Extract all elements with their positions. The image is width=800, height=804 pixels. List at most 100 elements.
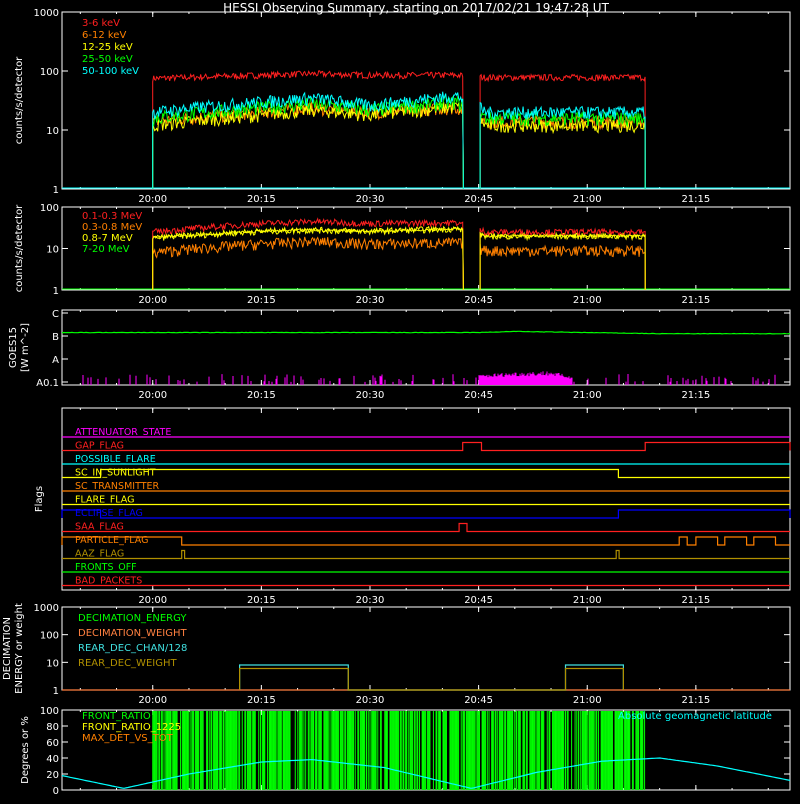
y-tick-label: 100 [40,631,59,642]
x-tick-label: 20:30 [356,194,385,205]
legend-entry: DECIMATION_WEIGHT [78,628,187,639]
flag-label: POSSIBLE_FLARE [75,454,156,465]
x-tick-label: 20:45 [464,695,493,706]
y-axis-unit-label: ENERGY or weight [14,603,25,694]
panel-frame [61,309,791,386]
panel-ratios: 0 20 40 60 80 100 Degrees or % FRONT_RATIOFRONT… [20,706,791,797]
flag-trace-particle-flag [61,536,790,546]
y-axis-label: counts/s/detector [14,204,25,292]
legend-entry: FRONT_RATIO [82,711,151,722]
y-tick-label: 10 [46,658,59,669]
x-tick-label: 20:15 [247,295,276,306]
flag-label: BAD_PACKETS [75,576,142,587]
x-tick-label: 20:30 [356,390,385,401]
y-axis-label: GOES15 [8,327,19,368]
legend-entry: Absolute geomagnetic latitude [618,711,772,722]
rate-trace-0 [152,217,646,291]
decimation-trace-3 [239,667,624,691]
x-tick-label: 21:00 [573,295,602,306]
legend-entry: 25-50 keV [82,54,133,65]
flag-trace-saa-flag [62,522,790,533]
legend-entry: DECIMATION_ENERGY [78,613,187,624]
x-tick-label: 20:45 [464,595,493,606]
x-tick-label: 21:15 [681,194,710,205]
x-tick-label: 20:45 [464,390,493,401]
legend-entry: REAR_DEC_WEIGHT [78,658,177,669]
legend-entry: 6-12 keV [82,30,126,41]
x-tick-label: 20:30 [356,295,385,306]
x-tick-label: 20:30 [356,595,385,606]
legend-entry: 50-100 keV [82,66,139,77]
flag-label: PARTICLE_FLAG [75,535,148,546]
y-tick-label: 1 [53,185,59,196]
legend-entry: MAX_DET_VS_TOT [82,733,174,744]
flag-label: SAA_FLAG [75,522,124,533]
x-tick-label: 21:00 [573,390,602,401]
legend-entry: 0.1-0.3 MeV [82,211,142,222]
y-tick-label: 1000 [34,8,59,19]
x-tick-label: 20:00 [138,695,167,706]
y-tick-label: 40 [46,754,59,765]
flag-trace-gap-flag [62,441,791,452]
x-tick-label: 21:00 [573,595,602,606]
panel-frame [61,407,791,591]
legend-entry: 12-25 keV [82,42,133,53]
flag-label: AAZ_FLAG [75,549,124,560]
panel-flags: 20:00 20:15 20:30 20:45 21:00 21:15 ATTENUATOR… [34,407,791,606]
y-tick-label: A0.1 [36,378,59,389]
y-tick-label: 1 [53,686,59,697]
panel-decimation: 20:00 20:15 20:30 20:45 21:00 21:15 1 10 100 1000… [2,603,791,706]
y-tick-label: B [52,332,59,343]
y-tick-label: 100 [40,203,59,214]
x-tick-label: 21:15 [681,295,710,306]
y-tick-label: 10 [46,126,59,137]
x-tick-label: 20:00 [138,595,167,606]
x-tick-label: 20:00 [138,295,167,306]
x-tick-label: 20:00 [138,390,167,401]
flag-label: ATTENUATOR_STATE [75,427,171,438]
x-tick-label: 21:15 [681,390,710,401]
flag-trace-aaz-flag [62,549,790,560]
x-tick-label: 20:45 [464,295,493,306]
panel-goes: 20:00 20:15 20:30 20:45 21:00 21:15 A0.1 A B C GOE… [8,309,791,401]
geomagnetic-latitude-trace [61,757,791,789]
flag-trace-sc-in-sunlight [62,468,790,479]
panel-high-energy: 20:00 20:15 20:30 20:45 21:00 21:15 1 10 100 coun… [14,203,791,306]
x-tick-label: 21:00 [573,194,602,205]
x-tick-label: 20:45 [464,194,493,205]
y-tick-label: 100 [40,67,59,78]
y-axis-label: counts/s/detector [14,56,25,144]
y-tick-label: 0 [53,786,59,797]
panel-low-energy: 20:00 20:15 20:30 20:45 21:00 21:15 1 10 100 1000… [14,8,791,205]
x-tick-label: 20:00 [138,194,167,205]
y-tick-label: 80 [46,722,59,733]
x-tick-label: 20:15 [247,194,276,205]
legend-entry: 0.8-7 MeV [82,233,133,244]
rate-trace-2b [152,226,646,291]
x-tick-label: 20:15 [247,390,276,401]
x-tick-label: 21:15 [681,695,710,706]
flag-label: FRONTS_OFF [75,562,137,573]
y-tick-label: 20 [46,770,59,781]
rate-trace-0 [152,70,646,190]
y-axis-label: Flags [34,486,45,512]
rate-trace-1 [152,236,646,291]
y-axis-label: Degrees or % [20,716,31,784]
flag-label: GAP_FLAG [75,441,124,452]
y-tick-label: 1000 [34,603,59,614]
legend-entry: REAR_DEC_CHAN/128 [78,643,187,654]
y-tick-label: A [52,355,59,366]
y-axis-unit-label: [W m^-2] [20,323,31,372]
y-tick-label: 1 [53,286,59,297]
legend-entry: 3-6 keV [82,18,120,29]
legend-entry: 7-20 MeV [82,244,130,255]
y-tick-label: 10 [46,245,59,256]
y-tick-label: C [52,309,59,320]
flag-label: FLARE_FLAG [75,495,135,506]
y-tick-label: 60 [46,738,59,749]
y-axis-label: DECIMATION [2,617,13,680]
y-tick-label: 100 [40,706,59,717]
x-tick-label: 21:00 [573,695,602,706]
